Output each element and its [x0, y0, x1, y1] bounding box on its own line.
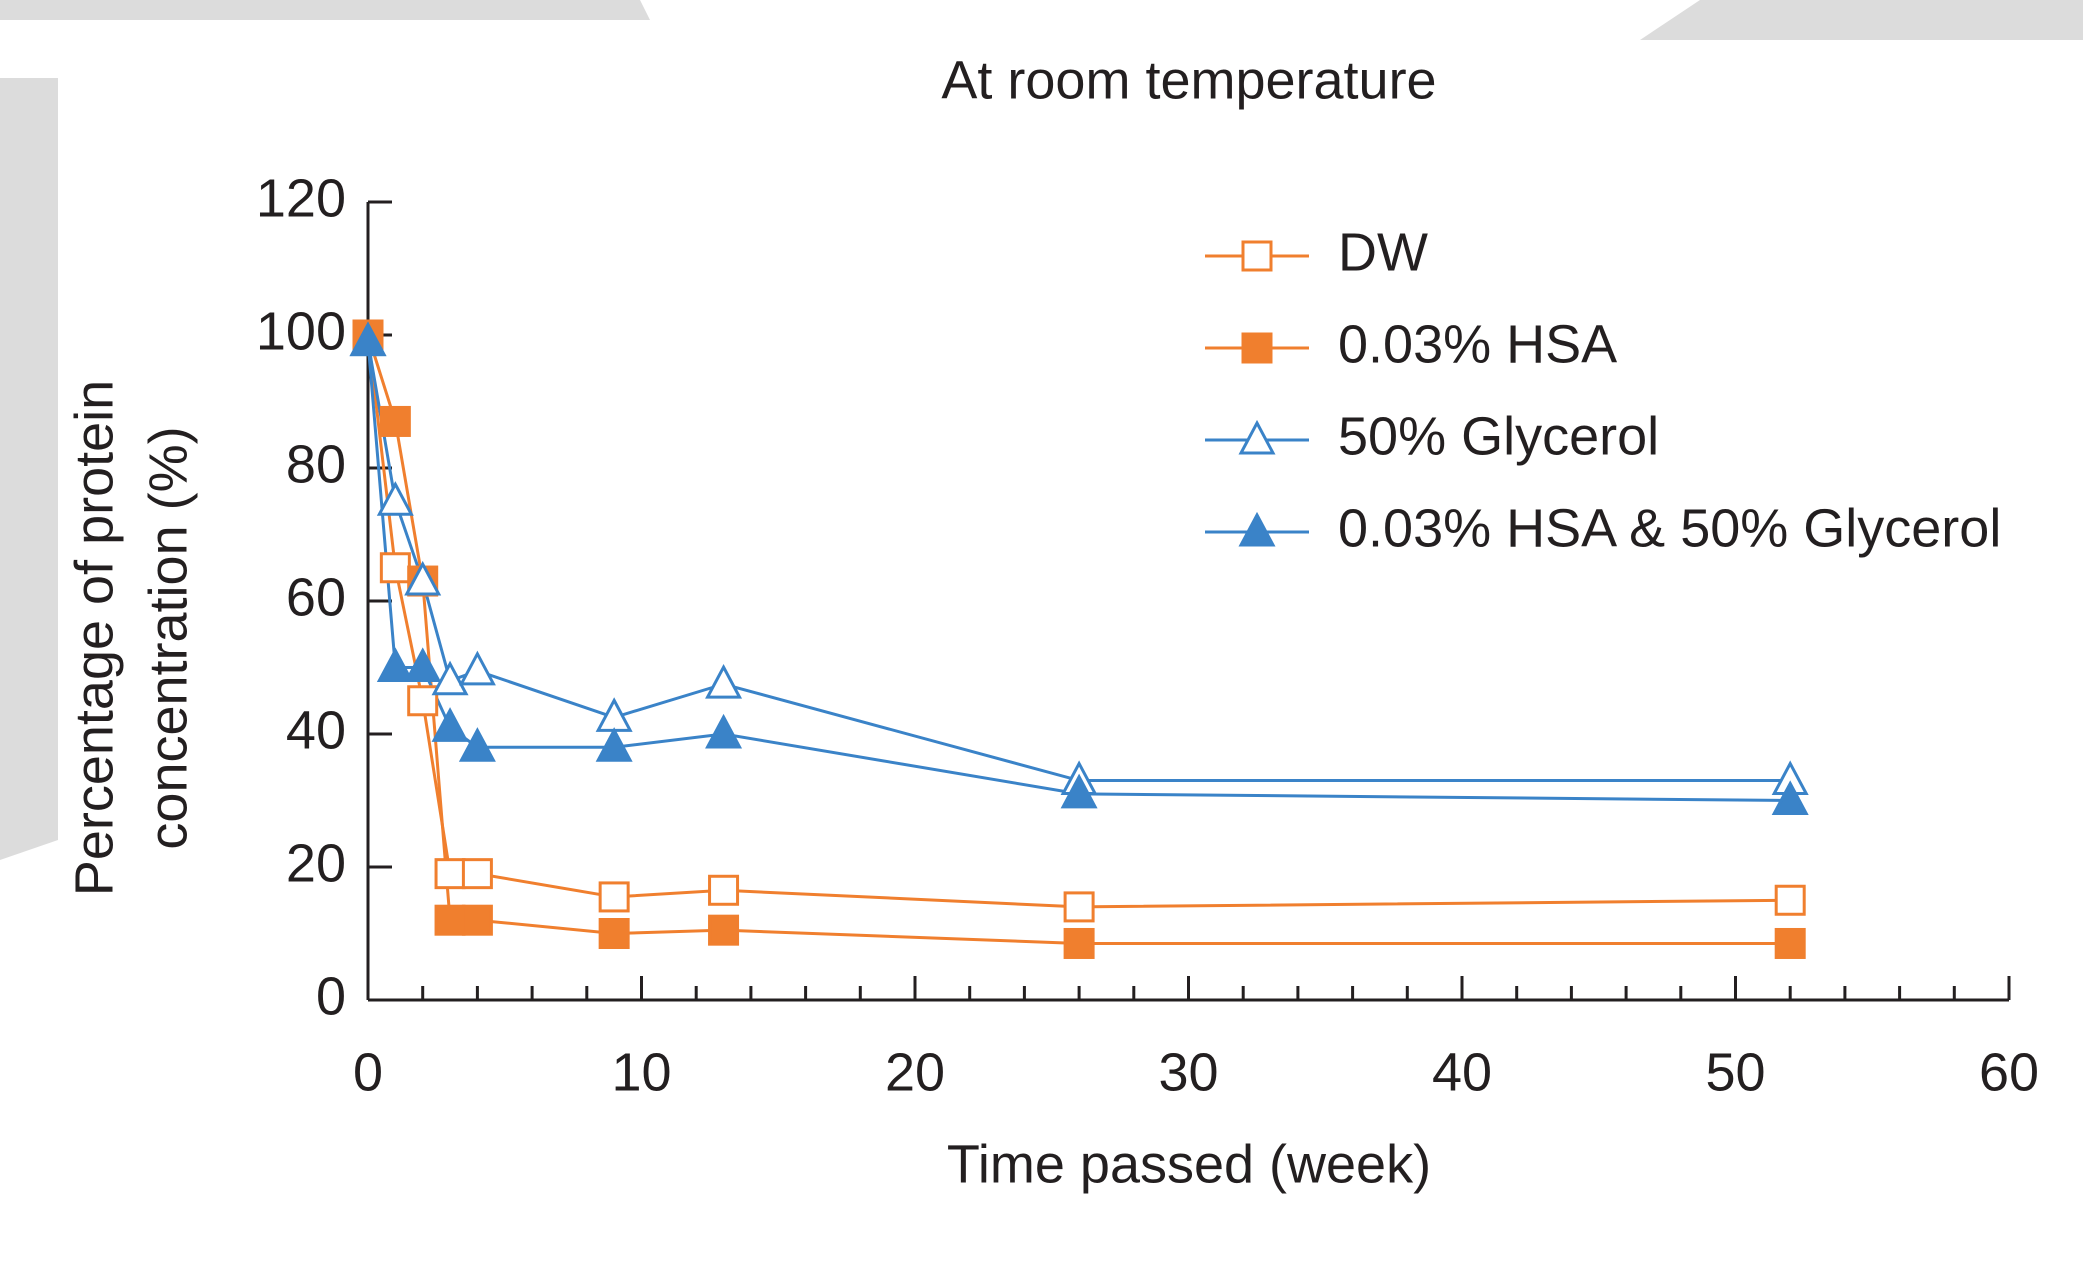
- marker: [458, 727, 496, 762]
- marker: [407, 685, 439, 717]
- marker: [458, 650, 496, 686]
- marker: [349, 321, 387, 357]
- x-tick-label: 0: [353, 1042, 383, 1102]
- marker: [1063, 891, 1095, 923]
- x-tick-label: 40: [1432, 1042, 1492, 1102]
- marker: [434, 858, 466, 890]
- y-tick-label: 120: [256, 168, 346, 228]
- marker: [431, 707, 469, 742]
- x-tick-label: 30: [1158, 1042, 1218, 1102]
- marker: [595, 727, 633, 762]
- y-tick-label: 80: [286, 434, 346, 494]
- marker: [1774, 884, 1806, 916]
- x-tick-label: 60: [1979, 1042, 2039, 1102]
- background-shape: [1640, 0, 2083, 40]
- legend-label: 0.03% HSA: [1338, 314, 1617, 374]
- marker: [1238, 511, 1276, 547]
- marker: [404, 647, 442, 682]
- x-tick-label: 50: [1705, 1042, 1765, 1102]
- marker: [404, 560, 442, 596]
- chart-title: At room temperature: [941, 50, 1436, 110]
- y-tick-label: 100: [256, 301, 346, 361]
- marker: [461, 858, 493, 890]
- marker: [1774, 927, 1806, 959]
- marker: [461, 904, 493, 936]
- marker: [708, 874, 740, 906]
- marker: [1238, 419, 1276, 455]
- y-tick-label: 40: [286, 700, 346, 760]
- background-shape: [0, 0, 650, 20]
- marker: [1063, 927, 1095, 959]
- marker: [1060, 773, 1098, 809]
- y-axis-label: Percentage of protein: [64, 380, 124, 896]
- x-axis-label: Time passed (week): [947, 1134, 1431, 1194]
- marker: [598, 881, 630, 913]
- legend-label: DW: [1338, 222, 1428, 282]
- marker: [708, 914, 740, 946]
- y-axis-label: concentration (%): [138, 426, 198, 849]
- marker: [376, 481, 414, 516]
- marker: [431, 660, 469, 696]
- marker: [598, 918, 630, 949]
- marker: [705, 663, 743, 699]
- marker: [379, 405, 411, 437]
- marker: [434, 904, 466, 936]
- x-tick-label: 20: [885, 1042, 945, 1102]
- y-tick-label: 0: [316, 966, 346, 1026]
- legend-label: 50% Glycerol: [1338, 406, 1659, 466]
- marker: [1771, 780, 1809, 815]
- marker: [1241, 240, 1273, 272]
- x-tick-label: 10: [611, 1042, 671, 1102]
- y-tick-label: 20: [286, 833, 346, 893]
- y-tick-label: 60: [286, 567, 346, 627]
- background-shape: [0, 78, 58, 860]
- marker: [705, 713, 743, 749]
- legend-label: 0.03% HSA & 50% Glycerol: [1338, 498, 2001, 558]
- marker: [376, 647, 414, 682]
- marker: [379, 552, 411, 584]
- marker: [1241, 332, 1273, 364]
